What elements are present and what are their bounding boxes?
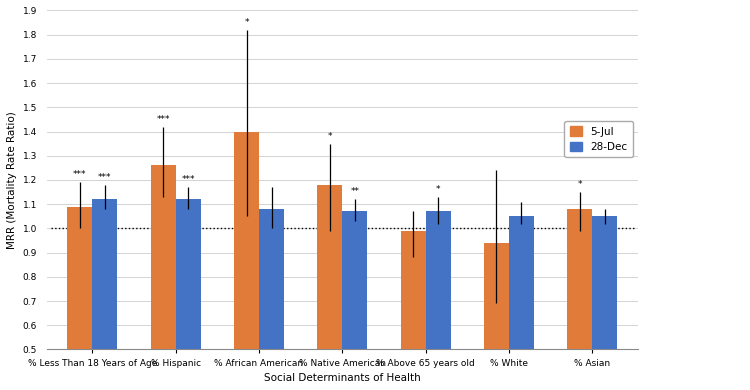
Bar (509, 216, 534, 390)
Text: ***: *** (74, 170, 87, 179)
Text: ***: *** (98, 173, 112, 182)
Bar (234, 131, 259, 390)
Bar (567, 209, 592, 390)
Bar (484, 243, 509, 390)
Bar (176, 199, 201, 390)
Bar (400, 231, 426, 390)
Bar (92, 199, 118, 390)
Y-axis label: MRR (Mortality Rate Ratio): MRR (Mortality Rate Ratio) (7, 111, 17, 249)
Text: *: * (436, 185, 440, 194)
Text: *: * (328, 132, 332, 141)
Bar (426, 211, 451, 390)
Bar (317, 185, 342, 390)
Legend: 5-Jul, 28-Dec: 5-Jul, 28-Dec (565, 121, 633, 157)
Text: *: * (244, 18, 249, 27)
Bar (68, 207, 92, 390)
Bar (592, 216, 617, 390)
Bar (151, 165, 176, 390)
X-axis label: Social Determinants of Health: Social Determinants of Health (264, 373, 421, 383)
Text: ***: *** (157, 115, 170, 124)
Text: *: * (578, 180, 582, 189)
Bar (342, 211, 368, 390)
Text: ***: *** (182, 176, 195, 184)
Bar (259, 209, 284, 390)
Text: **: ** (350, 188, 359, 197)
